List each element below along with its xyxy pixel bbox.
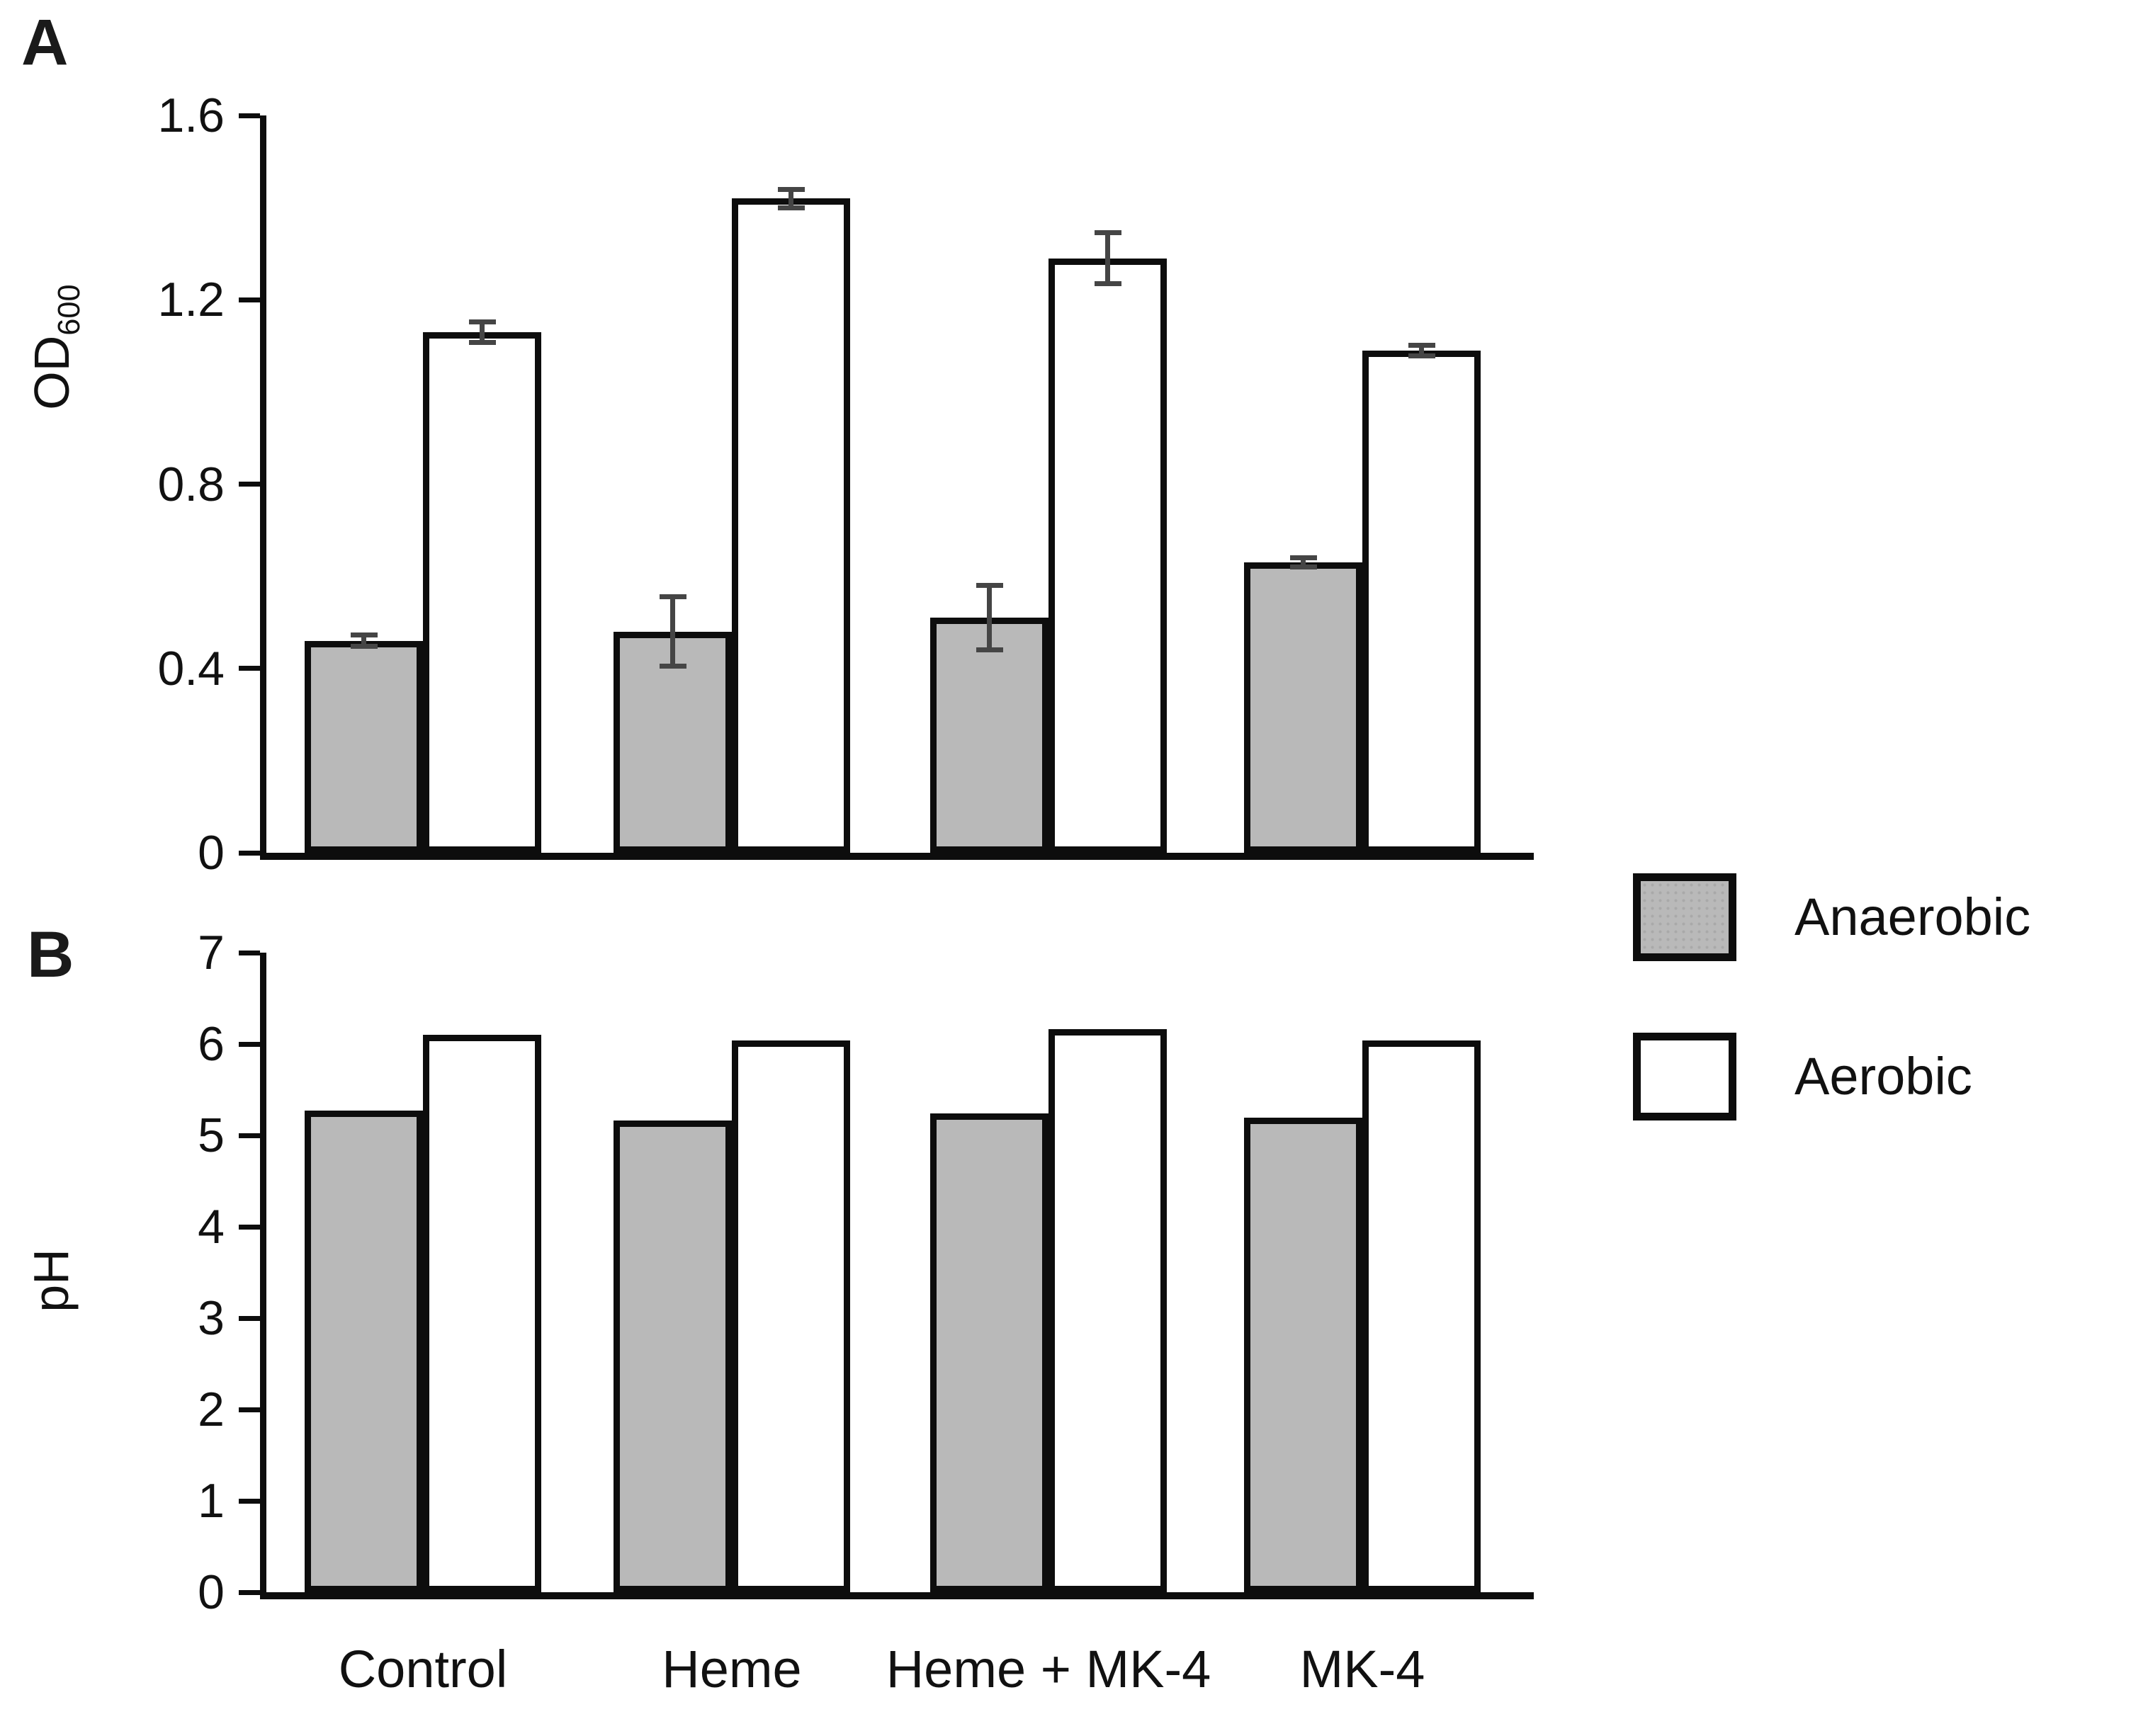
bar-anaerobic-3 <box>1244 562 1362 853</box>
y-tick-label: 6 <box>198 1017 225 1071</box>
error-bar-cap-top <box>1408 342 1435 348</box>
bar-anaerobic-0 <box>305 1111 423 1592</box>
error-bar-cap-top <box>976 583 1003 589</box>
bar-aerobic-1 <box>732 198 850 853</box>
y-tick-mark <box>239 666 260 671</box>
error-bar-cap-bottom <box>976 647 1003 653</box>
bar-aerobic-1 <box>732 1040 850 1592</box>
error-bar-cap-bottom <box>350 644 378 649</box>
error-bar-cap-bottom <box>659 663 686 669</box>
error-bar-cap-top <box>659 594 686 600</box>
error-bar-stem <box>480 322 485 343</box>
legend-item-aerobic: Aerobic <box>1633 1033 1972 1121</box>
y-tick-mark <box>239 850 260 856</box>
y-tick-label: 3 <box>198 1291 225 1345</box>
error-bar-cap-bottom <box>468 339 496 345</box>
y-axis-line <box>260 115 266 860</box>
bar-aerobic-3 <box>1362 1040 1481 1592</box>
y-tick-label: 0 <box>198 1565 225 1619</box>
error-bar-stem <box>987 585 992 650</box>
y-tick-mark <box>239 1407 260 1412</box>
legend-label-aerobic: Aerobic <box>1794 1047 1972 1106</box>
y-tick-label: 2 <box>198 1383 225 1436</box>
y-tick-label: 0 <box>198 826 225 880</box>
y-tick-label: 0.8 <box>157 457 225 511</box>
y-tick-mark <box>239 1133 260 1138</box>
y-tick-label: 1.6 <box>157 89 225 142</box>
legend-swatch-anaerobic <box>1633 873 1736 961</box>
error-bar-cap-bottom <box>1094 280 1121 286</box>
legend-swatch-aerobic <box>1633 1033 1736 1121</box>
error-bar-cap-bottom <box>1408 353 1435 359</box>
bar-anaerobic-2 <box>930 1113 1048 1592</box>
category-label-3: MK-4 <box>1299 1640 1425 1698</box>
x-axis-line <box>260 1592 1534 1599</box>
bar-aerobic-3 <box>1362 350 1481 853</box>
panel-a-label: A <box>21 6 69 79</box>
error-bar-stem <box>1301 557 1306 567</box>
bar-anaerobic-3 <box>1244 1118 1362 1592</box>
error-bar-cap-top <box>1094 230 1121 236</box>
category-label-2: Heme + MK-4 <box>886 1640 1211 1698</box>
error-bar-stem <box>1105 232 1110 284</box>
y-tick-mark <box>239 1041 260 1047</box>
error-bar-cap-top <box>350 632 378 638</box>
y-axis-line <box>260 953 266 1599</box>
error-bar-stem <box>670 596 675 666</box>
legend-label-anaerobic: Anaerobic <box>1794 887 2031 946</box>
bar-aerobic-0 <box>423 331 541 853</box>
error-bar-stem <box>361 635 366 647</box>
bar-aerobic-2 <box>1048 258 1167 853</box>
y-tick-label: 4 <box>198 1200 225 1254</box>
category-label-1: Heme <box>662 1640 802 1698</box>
y-tick-mark <box>239 950 260 955</box>
bar-anaerobic-1 <box>614 1121 732 1592</box>
y-tick-label: 7 <box>198 926 225 980</box>
bar-aerobic-2 <box>1048 1029 1167 1592</box>
error-bar-stem <box>1419 345 1424 356</box>
y-tick-label: 1.2 <box>157 273 225 327</box>
error-bar-cap-top <box>777 186 805 192</box>
y-tick-mark <box>239 1498 260 1504</box>
y-tick-label: 5 <box>198 1108 225 1162</box>
y-tick-mark <box>239 1315 260 1321</box>
y-tick-mark <box>239 1224 260 1230</box>
x-axis-line <box>260 853 1534 860</box>
panel-b-label: B <box>27 919 74 991</box>
error-bar-cap-top <box>468 319 496 324</box>
y-tick-label: 1 <box>198 1474 225 1528</box>
error-bar-cap-bottom <box>1289 565 1317 570</box>
y-tick-mark <box>239 113 260 118</box>
error-bar-cap-top <box>1289 555 1317 561</box>
error-bar-stem <box>788 189 793 208</box>
category-label-0: Control <box>338 1640 508 1698</box>
y-tick-mark <box>239 482 260 487</box>
legend-item-anaerobic: Anaerobic <box>1633 873 2030 961</box>
error-bar-cap-bottom <box>777 205 805 210</box>
y-tick-label: 0.4 <box>157 641 225 696</box>
y-tick-mark <box>239 297 260 302</box>
y-tick-mark <box>239 1589 260 1595</box>
bar-anaerobic-2 <box>930 618 1048 853</box>
bar-aerobic-0 <box>423 1035 541 1592</box>
